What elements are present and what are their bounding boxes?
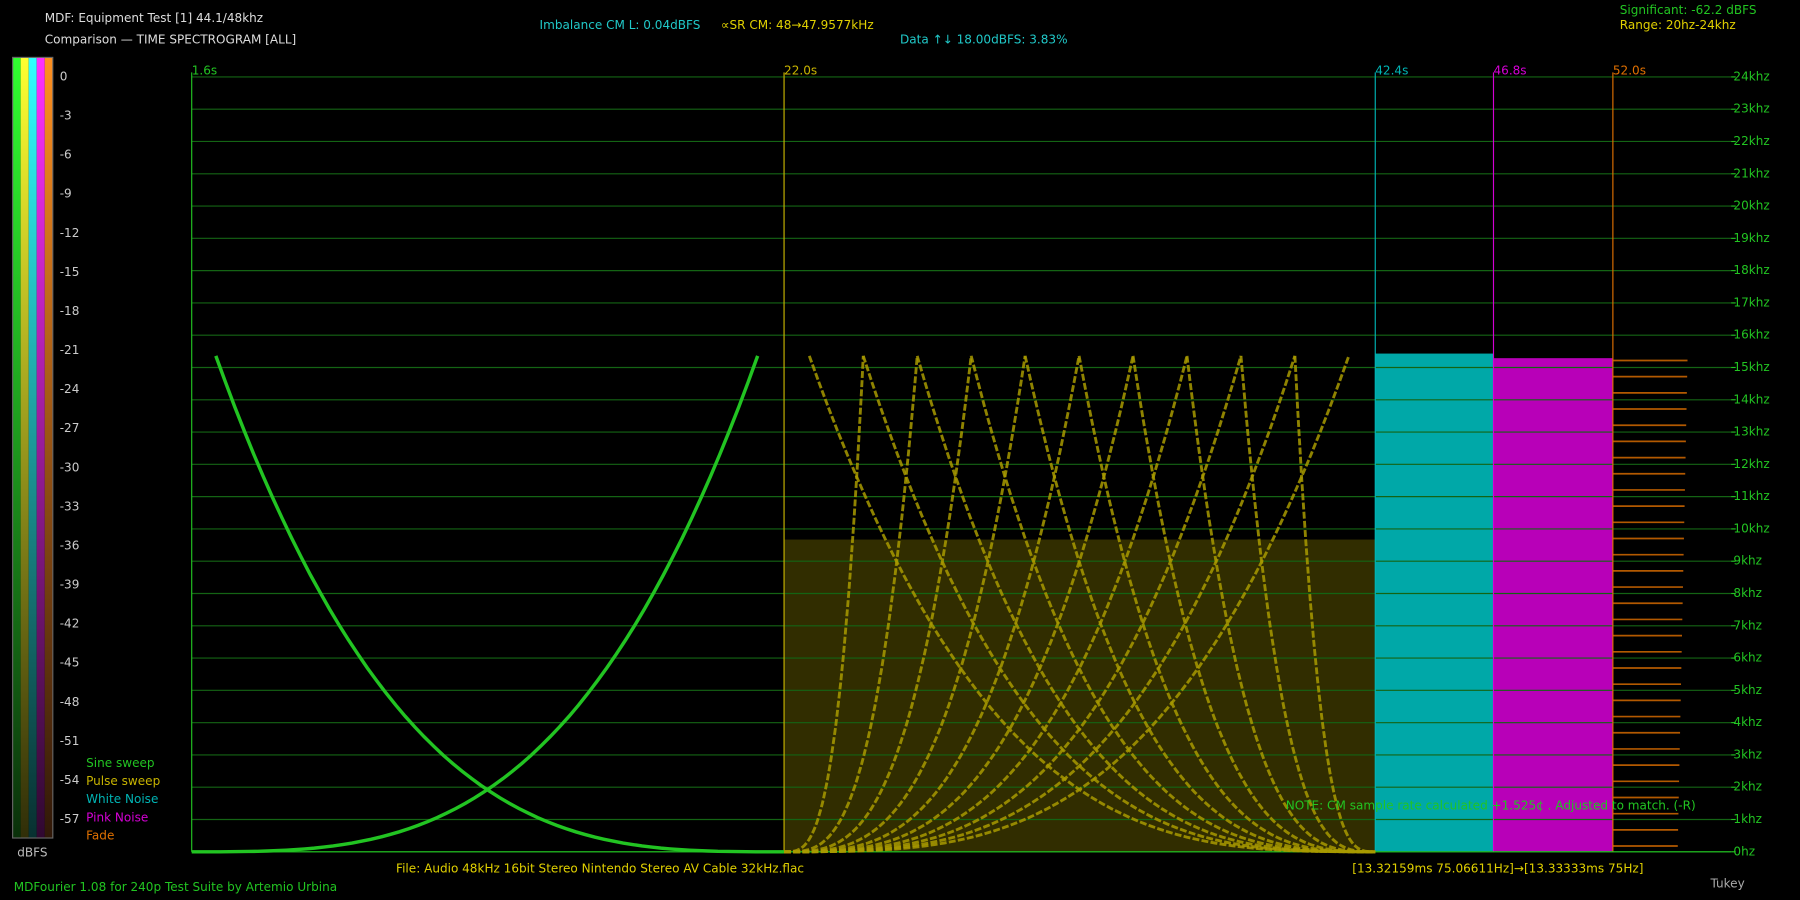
colorbar-stripe: [20, 57, 29, 839]
legend-entry: Pulse sweep: [86, 774, 160, 788]
pulse-sweep: [915, 355, 1376, 854]
colorbar-label: -39: [60, 578, 80, 592]
pulse-sweep: [861, 355, 1376, 854]
frequency-label: 20khz: [1733, 199, 1769, 213]
frequency-label: 18khz: [1733, 263, 1769, 277]
frequency-label: 10khz: [1733, 521, 1769, 535]
frequency-label: 21khz: [1733, 166, 1769, 180]
grid: [191, 72, 1736, 853]
spectrogram: [191, 355, 1688, 854]
frequency-label: 1khz: [1733, 812, 1762, 826]
credit: MDFourier 1.08 for 240p Test Suite by Ar…: [14, 880, 337, 894]
colorbar-label: -3: [60, 109, 72, 123]
frequency-label: 12khz: [1733, 457, 1769, 471]
time-label: 1.6s: [192, 64, 217, 78]
range: Range: 20hz-24khz: [1620, 18, 1736, 32]
colorbar-label: -30: [60, 460, 80, 474]
note: NOTE: CM sample rate calculated +1.525¢ …: [1286, 798, 1696, 812]
frequency-label: 2khz: [1733, 780, 1762, 794]
timing: [13.32159ms 75.06611Hz]→[13.33333ms 75Hz…: [1352, 862, 1643, 876]
colorbar-stripe: [28, 57, 37, 839]
imbalance: Imbalance CM L: 0.04dBFS: [540, 18, 701, 32]
colorbar-label: -33: [60, 499, 80, 513]
colorbar-label: -9: [60, 187, 72, 201]
colorbar-frame: [12, 56, 54, 839]
colorbar-unit: dBFS: [17, 845, 47, 859]
frequency-label: 7khz: [1733, 618, 1762, 632]
colorbar-label: -51: [60, 734, 80, 748]
frequency-label: 16khz: [1733, 328, 1769, 342]
frequency-label: 22khz: [1733, 134, 1769, 148]
colorbar-label: -24: [60, 382, 80, 396]
colorbar-label: -42: [60, 617, 80, 631]
colorbar-label: -6: [60, 148, 72, 162]
legend-entry: White Noise: [86, 792, 158, 806]
colorbar-label: -57: [60, 812, 80, 826]
pulse-sweep: [784, 355, 865, 854]
time-label: 42.4s: [1375, 64, 1408, 78]
colorbar-stripe: [12, 57, 21, 839]
frequency-label: 3khz: [1733, 747, 1762, 761]
colorbar: [12, 56, 54, 839]
pink-noise-block: [1493, 358, 1613, 852]
colorbar-label: -15: [60, 265, 80, 279]
frequency-label: 15khz: [1733, 360, 1769, 374]
sample-rate: ∝SR CM: 48→47.9577kHz: [721, 18, 874, 32]
pulse-sweep: [1185, 355, 1376, 854]
frequency-label: 0hz: [1733, 844, 1755, 858]
colorbar-label: -12: [60, 226, 80, 240]
frequency-label: 23khz: [1733, 102, 1769, 116]
frequency-label: 11khz: [1733, 489, 1769, 503]
pulse-sweep: [784, 355, 1027, 854]
colorbar-label: -21: [60, 343, 80, 357]
sine-sweep: [191, 355, 760, 854]
legend-entry: Pink Noise: [86, 810, 148, 824]
frequency-label: 19khz: [1733, 231, 1769, 245]
time-label: 52.0s: [1613, 64, 1646, 78]
frequency-label: 13khz: [1733, 425, 1769, 439]
pulse-sweep: [1131, 355, 1376, 854]
legend-entry: Sine sweep: [86, 756, 154, 770]
window: Tukey: [1709, 876, 1744, 890]
legend-entry: Fade: [86, 828, 114, 842]
pulse-sweep: [784, 355, 973, 854]
time-label: 46.8s: [1493, 64, 1526, 78]
title: MDF: Equipment Test [1] 44.1/48khz: [45, 11, 263, 25]
significant: Significant: -62.2 dBFS: [1620, 3, 1757, 17]
frequency-label: 5khz: [1733, 683, 1762, 697]
colorbar-stripe: [44, 57, 53, 839]
white-noise-block: [1375, 353, 1494, 852]
subtitle: Comparison — TIME SPECTROGRAM [ALL]: [45, 33, 296, 47]
file: File: Audio 48kHz 16bit Stereo Nintendo …: [396, 862, 804, 876]
data-info: Data ↑↓ 18.00dBFS: 3.83%: [900, 33, 1068, 47]
frequency-label: 8khz: [1733, 586, 1762, 600]
colorbar-label: -36: [60, 538, 80, 552]
pulse-floor: [784, 539, 1376, 852]
colorbar-label: -48: [60, 695, 80, 709]
pulse-sweep: [1293, 355, 1376, 854]
colorbar-label: -27: [60, 421, 80, 435]
colorbar-stripe: [36, 57, 45, 839]
frequency-label: 4khz: [1733, 715, 1762, 729]
frequency-label: 9khz: [1733, 554, 1762, 568]
colorbar-label: 0: [60, 69, 68, 83]
frequency-label: 24khz: [1733, 69, 1769, 83]
sine-sweep: [214, 355, 785, 854]
pulse-sweep: [784, 355, 919, 854]
frequency-label: 14khz: [1733, 392, 1769, 406]
time-label: 22.0s: [784, 64, 817, 78]
pulse-sweep: [1239, 355, 1376, 854]
frequency-label: 6khz: [1733, 651, 1762, 665]
colorbar-label: -54: [60, 773, 80, 787]
colorbar-label: -18: [60, 304, 80, 318]
frequency-label: 17khz: [1733, 295, 1769, 309]
colorbar-label: -45: [60, 656, 80, 670]
